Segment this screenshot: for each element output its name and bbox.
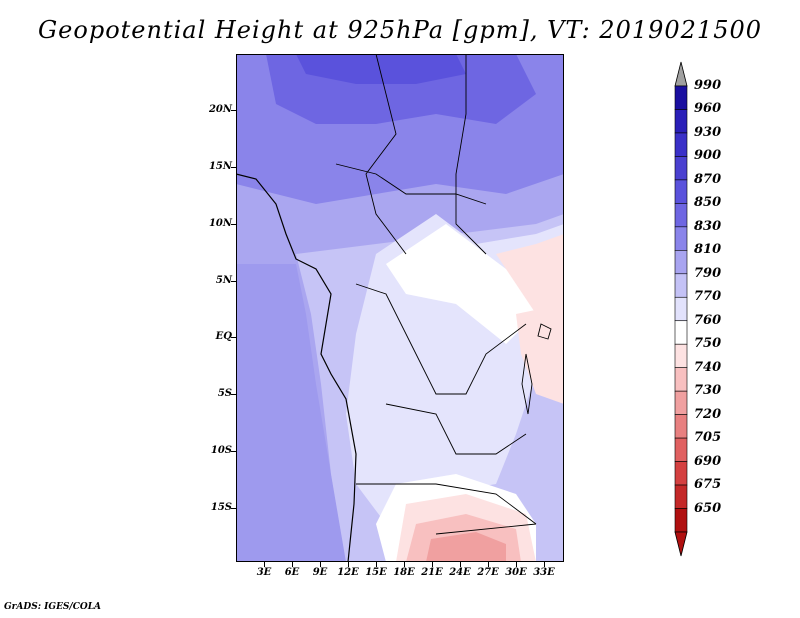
colorbar-segment [674, 226, 688, 251]
lake-tanganyika [521, 353, 533, 415]
lat-label-10s: 10S [210, 445, 232, 456]
colorbar-label: 705 [694, 430, 722, 446]
country-borders [335, 54, 537, 535]
lat-label-5n: 5N [215, 275, 232, 286]
colorbar-label: 850 [694, 195, 722, 211]
lon-tick [488, 562, 489, 567]
colorbar-label: 650 [694, 500, 722, 516]
field-870 [296, 54, 466, 84]
colorbar-segment [674, 132, 688, 157]
colorbar-label: 960 [694, 101, 722, 117]
colorbar-label: 760 [694, 312, 722, 328]
lon-tick [264, 562, 265, 567]
colorbar-top-arrow [674, 61, 688, 87]
colorbar-label: 930 [694, 124, 722, 140]
lon-tick [292, 562, 293, 567]
colorbar-label: 720 [694, 406, 722, 422]
colorbar-label: 675 [694, 477, 722, 493]
colorbar-segment [674, 508, 688, 533]
colorbar-segment [674, 484, 688, 509]
lon-label-24e: 24E [449, 567, 471, 578]
lat-label-eq: EQ [215, 331, 232, 342]
lon-tick [320, 562, 321, 567]
lon-label-9e: 9E [312, 567, 328, 578]
lon-label-27e: 27E [477, 567, 499, 578]
lon-tick [544, 562, 545, 567]
lon-tick [460, 562, 461, 567]
colorbar-label: 900 [694, 148, 722, 164]
colorbar-label: 690 [694, 453, 722, 469]
colorbar-segment [674, 367, 688, 392]
colorbar-label: 990 [694, 78, 722, 93]
colorbar-segment [674, 390, 688, 415]
colorbar-segment [674, 343, 688, 368]
colorbar-segment [674, 273, 688, 298]
colorbar-segment [674, 250, 688, 275]
colorbar-segment [674, 203, 688, 228]
colorbar-segment [674, 296, 688, 322]
lon-tick [348, 562, 349, 567]
lat-tick [231, 110, 236, 111]
lat-tick [231, 337, 236, 338]
colorbar-segment [674, 85, 688, 110]
lon-label-6e: 6E [284, 567, 300, 578]
field-ocean-west [236, 264, 346, 562]
colorbar-segment [674, 461, 688, 486]
footer-credit: GrADS: IGES/COLA [4, 602, 102, 612]
lon-tick [432, 562, 433, 567]
map-border [236, 54, 564, 562]
field-750-east [516, 304, 564, 404]
lat-label-5s: 5S [217, 388, 232, 399]
map-field [236, 54, 564, 562]
colorbar-segment [674, 437, 688, 462]
lon-label-3e: 3E [256, 567, 272, 578]
lat-tick [231, 451, 236, 452]
lat-tick [231, 224, 236, 225]
field-750-ne [496, 234, 564, 314]
lon-tick [376, 562, 377, 567]
height-field-svg [236, 54, 564, 562]
lon-label-18e: 18E [393, 567, 415, 578]
colorbar-label: 810 [694, 242, 722, 258]
colorbar-segment [674, 109, 688, 134]
field-760-north [386, 224, 536, 344]
colorbar-label: 750 [694, 336, 722, 352]
lat-tick [231, 394, 236, 395]
lake-victoria [537, 323, 552, 340]
lat-label-10n: 10N [208, 218, 232, 229]
colorbar-label: 790 [694, 265, 722, 281]
colorbar-segment [674, 179, 688, 204]
colorbar-label: 740 [694, 359, 722, 375]
chart-title: Geopotential Height at 925hPa [gpm], VT:… [38, 16, 762, 44]
lat-tick [231, 167, 236, 168]
lat-label-15s: 15S [210, 502, 232, 513]
lon-tick [516, 562, 517, 567]
colorbar-segment [674, 320, 688, 345]
lon-label-21e: 21E [421, 567, 443, 578]
lat-label-15n: 15N [208, 161, 232, 172]
lon-tick [404, 562, 405, 567]
colorbar-label: 770 [694, 289, 722, 305]
lat-tick [231, 508, 236, 509]
lon-label-33e: 33E [533, 567, 555, 578]
colorbar-label: 870 [694, 171, 722, 187]
colorbar [674, 61, 688, 557]
lon-label-12e: 12E [337, 567, 359, 578]
colorbar-segment [674, 156, 688, 181]
colorbar-label: 730 [694, 383, 722, 399]
lat-tick [231, 281, 236, 282]
colorbar-bottom-arrow [674, 531, 688, 557]
lon-label-15e: 15E [365, 567, 387, 578]
lon-label-30e: 30E [505, 567, 527, 578]
coastline [236, 173, 357, 562]
colorbar-label: 830 [694, 218, 722, 234]
field-730 [426, 532, 506, 562]
colorbar-segment [674, 414, 688, 439]
lat-label-20n: 20N [208, 104, 232, 115]
